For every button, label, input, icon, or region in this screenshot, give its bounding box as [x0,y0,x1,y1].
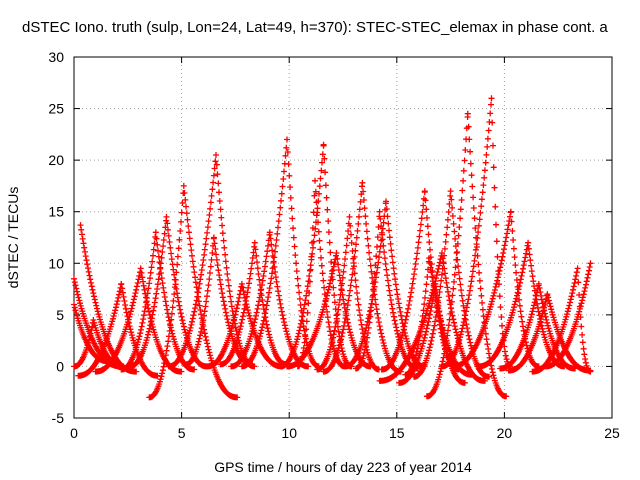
data-point-markers [376,250,488,384]
satellite-pass [449,208,542,370]
satellite-pass [127,213,211,370]
data-point-markers [127,213,211,370]
y-tick-label: 30 [48,49,64,65]
data-point-markers [449,208,542,370]
data-series [71,95,594,401]
x-tick-label: 10 [281,425,297,441]
data-point-markers [542,260,594,370]
y-axis-label: dSTEC / TECUs [5,187,21,289]
satellite-pass [376,250,488,384]
x-tick-label: 25 [604,425,620,441]
data-point-markers [238,136,322,370]
plot-frame [73,56,613,419]
satellite-pass [497,280,578,372]
satellite-pass [423,110,510,400]
ticks: 0 5 10 15 20 25 -5 0 5 10 15 20 25 30 [48,49,620,441]
x-tick-label: 15 [389,425,405,441]
x-axis-label: GPS time / hours of day 223 of year 2014 [214,459,472,475]
y-tick-label: 10 [48,255,64,271]
y-tick-label: -5 [52,410,65,426]
data-point-markers [439,95,514,370]
x-tick-label: 5 [178,425,186,441]
y-tick-label: 25 [48,101,64,117]
data-point-markers [497,280,578,372]
y-tick-label: 5 [56,307,64,323]
chart-title: dSTEC Iono. truth (sulp, Lon=24, Lat=49,… [22,19,608,36]
y-tick-label: 15 [48,204,64,220]
data-point-markers [505,291,594,374]
y-tick-label: 0 [56,358,64,374]
x-tick-label: 0 [70,425,78,441]
x-tick-label: 20 [497,425,513,441]
data-point-markers [423,110,510,400]
satellite-pass [505,291,594,374]
satellite-pass [439,95,514,370]
satellite-pass [542,260,594,370]
y-tick-label: 20 [48,152,64,168]
satellite-pass [238,136,322,370]
